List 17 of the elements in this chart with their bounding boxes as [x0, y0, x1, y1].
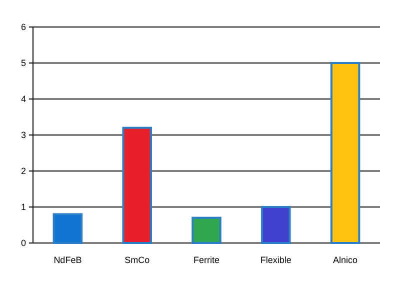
x-tick-label: Ferrite	[193, 255, 220, 265]
x-tick-label: Alnico	[333, 255, 358, 265]
x-tick-label: NdFeB	[54, 255, 82, 265]
x-tick-label: SmCo	[124, 255, 150, 265]
bar	[122, 126, 152, 244]
y-tick-label: 4	[20, 94, 26, 104]
y-tick-label: 1	[20, 202, 26, 212]
x-tick-label: Flexible	[260, 255, 292, 265]
y-tick-label: 2	[20, 166, 26, 176]
y-tick-label: 6	[20, 22, 26, 32]
y-tick-label: 3	[20, 130, 26, 140]
bar	[192, 216, 222, 244]
bar	[52, 213, 83, 244]
bar	[330, 62, 360, 244]
bar	[261, 206, 291, 244]
y-tick-label: 5	[20, 58, 26, 68]
y-tick-label: 0	[20, 238, 26, 248]
